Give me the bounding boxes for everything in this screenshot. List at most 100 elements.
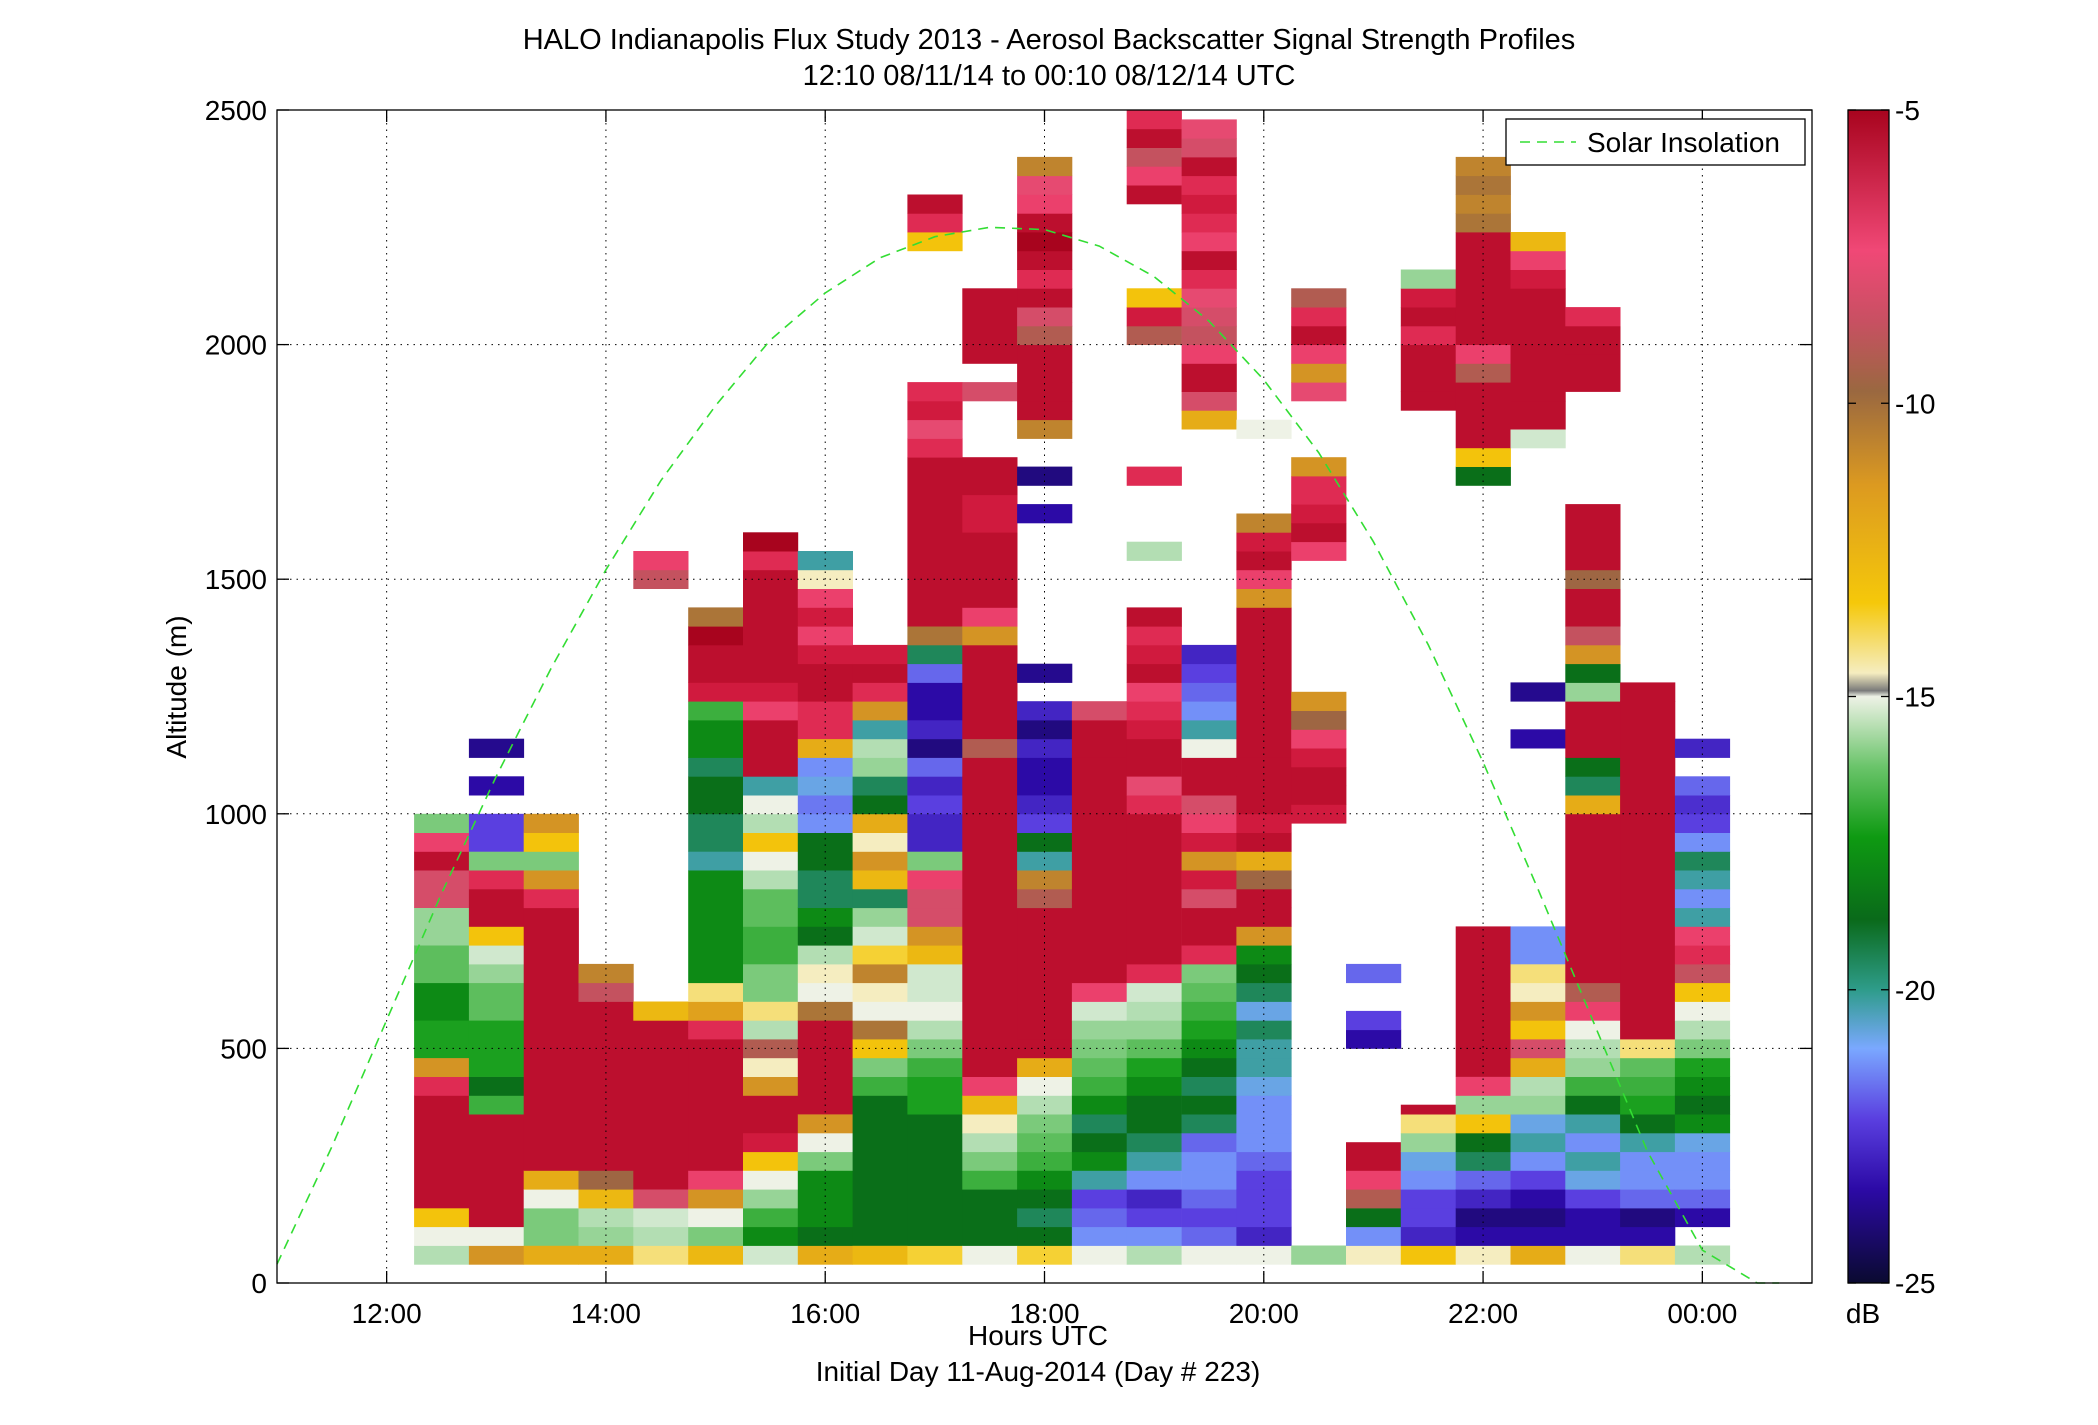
heatmap-cell-20-0	[1510, 1245, 1566, 1265]
heatmap-cells	[414, 110, 1731, 1265]
heatmap-cell-5-15	[688, 701, 744, 721]
heatmap-cell-16-3	[1291, 766, 1347, 787]
heatmap-cell-2-7	[523, 851, 579, 871]
heatmap-cell-14-43	[1181, 194, 1237, 214]
heatmap-cell-9-20	[907, 720, 963, 740]
heatmap-cell-18-13	[1400, 288, 1456, 308]
heatmap-cell-15-14	[1236, 963, 1292, 984]
heatmap-cell-12-14	[1071, 982, 1128, 1002]
heatmap-cell-19-13	[1455, 382, 1511, 449]
heatmap-cell-20-9	[1510, 1076, 1566, 1096]
heatmap-cell-13-26	[1126, 626, 1182, 646]
heatmap-cell-12-9	[1071, 1076, 1128, 1096]
heatmap-cell-6-11	[743, 1020, 799, 1040]
heatmap-cell-12-17	[1071, 701, 1128, 721]
heatmap-cell-15-1	[1236, 1226, 1292, 1246]
heatmap-cell-15-15	[1236, 945, 1292, 965]
heatmap-cell-2-2	[523, 1189, 579, 1209]
heatmap-cell-7-22	[797, 644, 853, 665]
y-axis-ticks: 0 500 1000 1500 2000 2500	[205, 95, 1812, 1299]
heatmap-cell-6-2	[743, 1207, 799, 1228]
colorbar-label: dB	[1846, 1298, 1880, 1329]
heatmap-cell-21-23	[1565, 626, 1621, 646]
heatmap-cell-13-10	[1126, 1057, 1182, 1077]
heatmap-cell-1-11	[468, 870, 525, 890]
heatmap-cell-8-25	[852, 644, 908, 665]
heatmap-cell-20-20	[1510, 400, 1566, 430]
heatmap-cell-6-8	[743, 1076, 799, 1096]
heatmap-cell-6-12	[743, 1001, 799, 1021]
heatmap-cell-1-8	[468, 945, 525, 965]
heatmap-cell-21-1	[1565, 1226, 1621, 1246]
heatmap-cell-18-5	[1400, 1151, 1456, 1171]
heatmap-cell-9-5	[907, 1020, 963, 1040]
heatmap-cell-14-41	[1181, 232, 1237, 252]
chart-subtitle: 12:10 08/11/14 to 00:10 08/12/14 UTC	[802, 60, 1296, 92]
heatmap-cell-9-31	[907, 213, 963, 233]
heatmap-cell-1-10	[468, 888, 525, 927]
heatmap-cell-14-42	[1181, 213, 1237, 233]
heatmap-cell-21-4	[1565, 1170, 1621, 1190]
heatmap-cell-21-10	[1565, 1057, 1621, 1077]
heatmap-cell-6-1	[743, 1226, 799, 1246]
heatmap-cell-9-19	[907, 738, 963, 758]
heatmap-cell-3-2	[578, 1207, 634, 1228]
heatmap-cell-9-1	[907, 1114, 963, 1246]
heatmap-cell-15-2	[1236, 1189, 1292, 1228]
heatmap-cell-23-12	[1674, 1001, 1731, 1021]
heatmap-cell-16-0	[1291, 1245, 1347, 1265]
heatmap-cell-20-16	[1510, 926, 1566, 965]
heatmap-cell-16-13	[1291, 382, 1347, 402]
heatmap-cell-8-9	[852, 945, 908, 965]
heatmap-cell-8-1	[852, 1095, 908, 1246]
heatmap-cell-17-6	[1346, 1029, 1402, 1049]
heatmap-cell-9-2	[907, 1076, 963, 1115]
heatmap-cell-3-7	[578, 963, 634, 984]
heatmap-cell-13-27	[1126, 607, 1182, 627]
heatmap-cell-14-1	[1181, 1226, 1237, 1246]
heatmap-cell-20-5	[1510, 1151, 1566, 1171]
heatmap-cell-7-5	[797, 1114, 853, 1134]
heatmap-cell-2-5	[523, 888, 579, 909]
heatmap-cell-5-10	[688, 851, 744, 871]
heatmap-cell-0-11	[414, 851, 470, 871]
heatmap-cell-21-22	[1565, 644, 1621, 665]
heatmap-cell-22-6	[1620, 1132, 1676, 1153]
heatmap-cell-10-15	[962, 494, 1018, 533]
heatmap-cell-14-46	[1181, 138, 1237, 158]
heatmap-cell-19-6	[1455, 1132, 1511, 1153]
heatmap-cell-16-7	[1291, 691, 1347, 711]
heatmap-cell-19-3	[1455, 1189, 1511, 1209]
heatmap-cell-13-8	[1126, 1095, 1182, 1115]
heatmap-cell-13-31	[1126, 307, 1182, 327]
heatmap-cell-7-16	[797, 795, 853, 815]
y-tick-label: 1500	[205, 564, 267, 595]
heatmap-cell-6-23	[743, 701, 799, 721]
y-axis-label: Altitude (m)	[161, 615, 192, 758]
heatmap-cell-21-7	[1565, 1114, 1621, 1134]
heatmap-cell-21-8	[1565, 1095, 1621, 1115]
heatmap-cell-7-10	[797, 945, 853, 965]
heatmap-cell-15-6	[1236, 1114, 1292, 1134]
heatmap-cell-6-10	[743, 1039, 799, 1059]
heatmap-cell-19-17	[1455, 213, 1511, 233]
heatmap-cell-10-14	[962, 532, 1018, 608]
heatmap-cell-20-10	[1510, 1057, 1566, 1077]
heatmap-cell-23-19	[1674, 870, 1731, 890]
heatmap-cell-2-4	[523, 907, 579, 1171]
heatmap-cell-18-3	[1400, 1189, 1456, 1209]
heatmap-cell-18-8	[1400, 1104, 1456, 1115]
heatmap-cell-10-1	[962, 1189, 1018, 1246]
heatmap-cell-13-19	[1126, 776, 1182, 796]
heatmap-cell-14-15	[1181, 963, 1237, 984]
x-tick-label: 18:00	[1009, 1298, 1079, 1329]
heatmap-cell-8-2	[852, 1076, 908, 1096]
heatmap-cell-0-9	[414, 907, 470, 946]
heatmap-cell-6-5	[743, 1151, 799, 1171]
heatmap-cell-14-2	[1181, 1207, 1237, 1228]
heatmap-cell-14-34	[1181, 363, 1237, 392]
heatmap-cell-20-1	[1510, 1226, 1566, 1246]
heatmap-cell-7-8	[797, 982, 853, 1002]
heatmap-cell-20-22	[1510, 269, 1566, 289]
heatmap-cell-5-12	[688, 776, 744, 815]
